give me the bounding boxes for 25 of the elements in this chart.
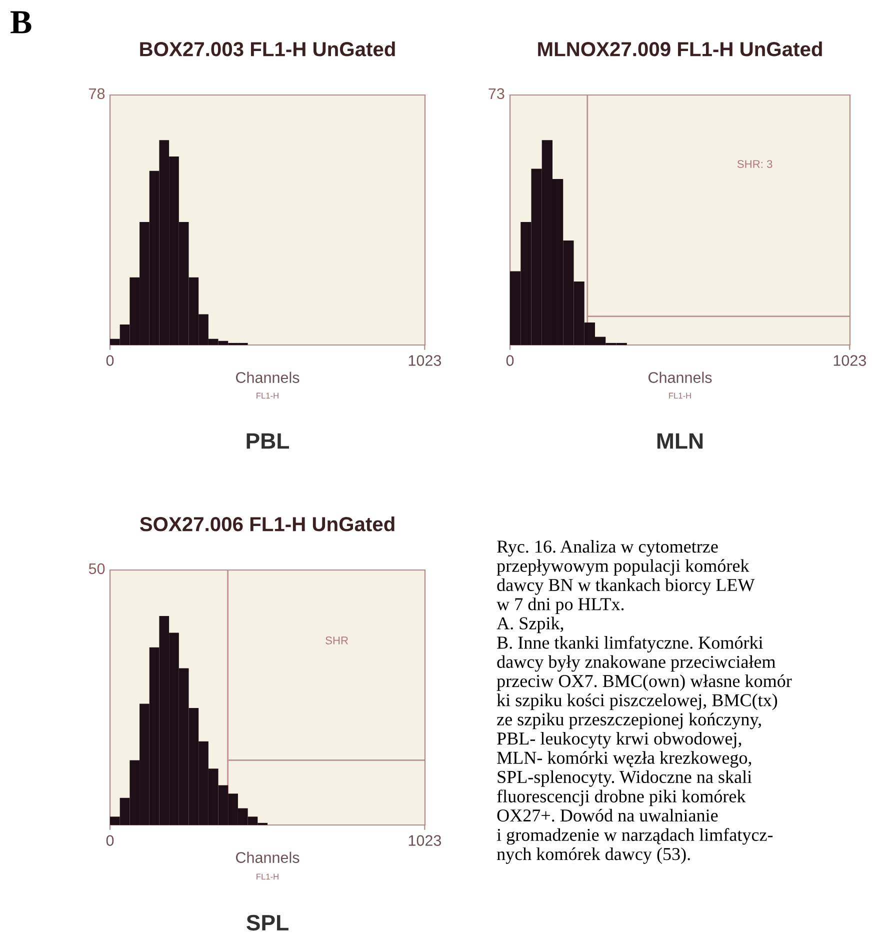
x-axis-title: Channels — [648, 372, 712, 383]
text: MLN — [657, 433, 703, 449]
text: 50 — [88, 563, 105, 574]
text: SPL — [246, 914, 288, 931]
x-tick-label: 0 — [106, 835, 114, 846]
chart-title: MLNOX27.009 FL1-H UnGated — [538, 42, 822, 56]
text: 73 — [488, 88, 504, 100]
chart-title: BOX27.003 FL1-H UnGated — [140, 42, 395, 56]
annotation: SHR: 3 — [737, 160, 772, 168]
x-tick-label: 1023 — [408, 355, 442, 366]
x-axis-title: Channels — [236, 852, 300, 863]
x-tick-label: 0 — [106, 355, 114, 366]
text: PBL — [246, 433, 290, 449]
text: 78 — [89, 88, 105, 100]
annotation: SHR — [326, 636, 348, 644]
text: FL1-H — [256, 392, 278, 399]
x-tick-label: 1023 — [408, 835, 442, 846]
text: B — [10, 11, 32, 34]
x-axis-title: Channels — [236, 372, 300, 383]
text: FL1-H — [256, 874, 278, 880]
x-tick-label: 0 — [506, 355, 514, 366]
text: FL1-H — [669, 392, 691, 399]
chart-title: SOX27.006 FL1-H UnGated — [140, 516, 394, 532]
text: Ryc. 16. Analiza w cytometrze przepływowym populacji komórek dawcy BN w tkankach biorcy LEW w 7 dni po HLTx. A. Szpik, B. Inne tkanki limfatyczne. Komórki dawcy były znakowane przeciwciałem przeciw OX7. BMC(own) własne komór ki szpiku kości piszczelowej, BMC(tx) ze szpiku przeszczepionej kończyny, PBL- leukocyty krwi obwodowej, MLN- komórki węzła krezkowego, SPL-splenocyty. Widoczne na skali fluorescencji drobne piki komórek OX27+. Dowód na uwalnianie i gromadzenie w narządach limfatycz- nych komórek dawcy (53). — [496, 540, 792, 864]
x-tick-label: 1023 — [834, 355, 866, 366]
